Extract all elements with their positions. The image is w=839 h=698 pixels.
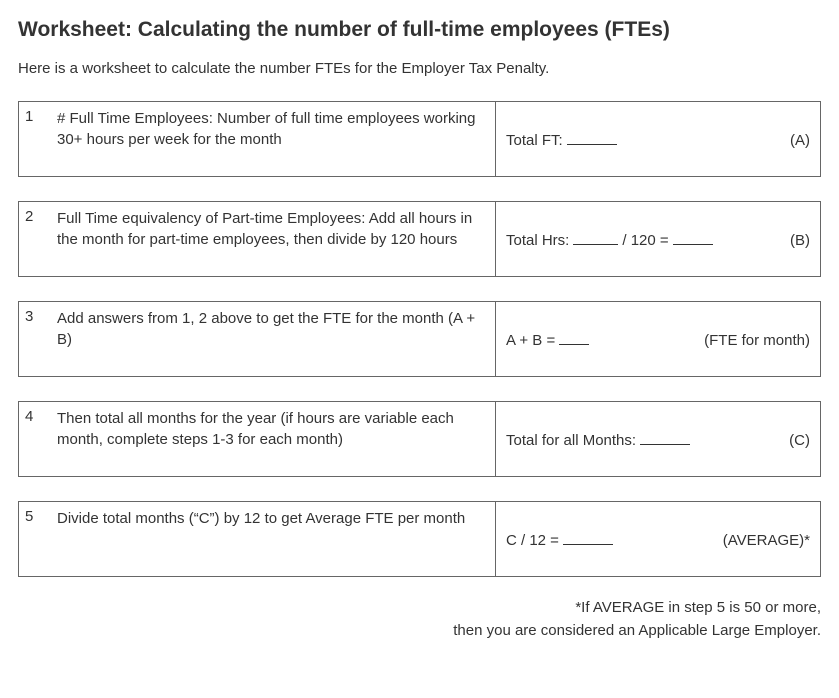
calc-label: C / 12 =: [506, 532, 559, 549]
worksheet-row: 4 Then total all months for the year (if…: [18, 401, 821, 477]
row-number: 5: [19, 502, 55, 576]
calc-tag: (B): [790, 232, 810, 249]
row-number: 2: [19, 202, 55, 276]
blank-line: [673, 230, 713, 245]
blank-line: [563, 530, 613, 545]
row-calc: C / 12 = (AVERAGE)*: [495, 502, 820, 576]
row-description: Then total all months for the year (if h…: [55, 402, 495, 476]
calc-label: Total Hrs:: [506, 232, 569, 249]
worksheet-row: 5 Divide total months (“C”) by 12 to get…: [18, 501, 821, 577]
row-calc: Total Hrs: / 120 = (B): [495, 202, 820, 276]
calc-label: Total FT:: [506, 132, 563, 149]
calc-label: Total for all Months:: [506, 432, 636, 449]
blank-line: [559, 330, 589, 345]
calc-tag: (AVERAGE)*: [723, 532, 810, 549]
row-number: 3: [19, 302, 55, 376]
calc-mid: / 120 =: [622, 232, 668, 249]
intro-text: Here is a worksheet to calculate the num…: [18, 60, 821, 77]
row-description: Full Time equivalency of Part-time Emplo…: [55, 202, 495, 276]
worksheet-row: 3 Add answers from 1, 2 above to get the…: [18, 301, 821, 377]
row-calc: Total for all Months: (C): [495, 402, 820, 476]
worksheet-row: 2 Full Time equivalency of Part-time Emp…: [18, 201, 821, 277]
row-description: Divide total months (“C”) by 12 to get A…: [55, 502, 495, 576]
row-calc: A + B = (FTE for month): [495, 302, 820, 376]
row-description: # Full Time Employees: Number of full ti…: [55, 102, 495, 176]
calc-label: A + B =: [506, 332, 555, 349]
footnote-line1: *If AVERAGE in step 5 is 50 or more,: [575, 599, 821, 616]
page-title: Worksheet: Calculating the number of ful…: [18, 18, 821, 42]
row-description: Add answers from 1, 2 above to get the F…: [55, 302, 495, 376]
row-number: 4: [19, 402, 55, 476]
footnote: *If AVERAGE in step 5 is 50 or more, the…: [18, 597, 821, 642]
blank-line: [640, 430, 690, 445]
row-calc: Total FT: (A): [495, 102, 820, 176]
calc-tag: (A): [790, 132, 810, 149]
footnote-line2: then you are considered an Applicable La…: [453, 622, 821, 639]
blank-line: [573, 230, 618, 245]
worksheet-row: 1 # Full Time Employees: Number of full …: [18, 101, 821, 177]
blank-line: [567, 130, 617, 145]
calc-tag: (C): [789, 432, 810, 449]
calc-tag: (FTE for month): [704, 332, 810, 349]
row-number: 1: [19, 102, 55, 176]
